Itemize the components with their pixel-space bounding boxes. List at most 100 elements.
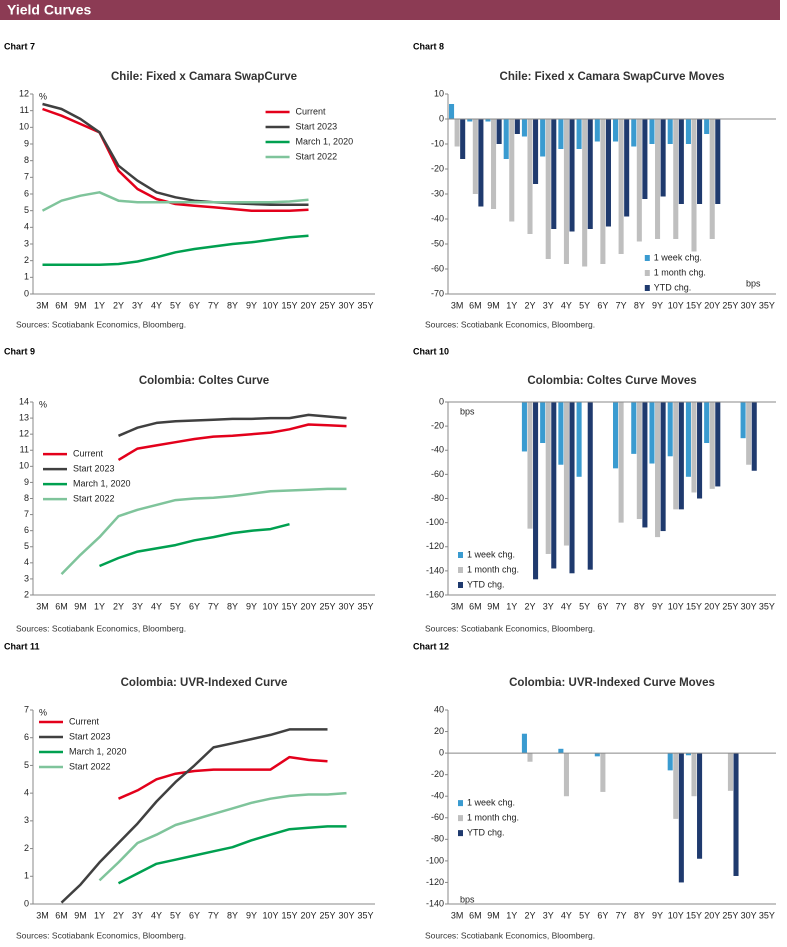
bar	[673, 402, 679, 510]
y-tick-label: 10	[19, 461, 29, 471]
y-tick-label: 4	[24, 788, 29, 798]
x-tick-label: 15Y	[686, 601, 702, 611]
x-tick-label: 6M	[55, 300, 68, 310]
legend-label: Start 2022	[73, 493, 115, 503]
x-tick-label: 4Y	[151, 300, 162, 310]
y-tick-label: -140	[426, 565, 444, 575]
bar	[697, 119, 703, 204]
y-tick-label: 1	[24, 871, 29, 881]
y-tick-label: 12	[19, 429, 29, 439]
x-tick-label: 2Y	[113, 601, 124, 611]
x-tick-label: 5Y	[170, 601, 181, 611]
y-tick-label: 7	[24, 172, 29, 182]
x-tick-label: 9Y	[652, 601, 663, 611]
legend-swatch	[458, 830, 463, 837]
bar	[678, 402, 684, 510]
bar	[478, 119, 484, 207]
legend-label: 1 month chg.	[467, 812, 519, 822]
bar	[576, 402, 582, 477]
y-tick-label: 7	[24, 509, 29, 519]
bar	[503, 119, 509, 159]
x-tick-label: 8Y	[227, 300, 238, 310]
x-tick-label: 35Y	[357, 300, 373, 310]
bar	[582, 119, 588, 267]
source: Sources: Scotiabank Economics, Bloomberg…	[16, 623, 186, 633]
y-tick-label: -30	[431, 188, 444, 198]
x-tick-label: 7Y	[208, 300, 219, 310]
source: Sources: Scotiabank Economics, Bloomberg…	[425, 930, 595, 940]
legend-swatch	[458, 552, 463, 558]
x-tick-label: 9Y	[652, 300, 663, 310]
y-tick-label: 2	[24, 843, 29, 853]
y-tick-label: -20	[431, 769, 444, 779]
y-tick-label: -120	[426, 541, 444, 551]
chart-title: Colombia: UVR-Indexed Curve	[121, 677, 288, 689]
bar	[673, 753, 679, 819]
x-tick-label: 2Y	[524, 300, 535, 310]
x-tick-label: 6M	[55, 601, 68, 611]
bar	[642, 119, 648, 199]
bar	[727, 753, 733, 791]
x-tick-label: 1Y	[94, 910, 105, 920]
x-tick-label: 7Y	[208, 601, 219, 611]
y-tick-label: -20	[431, 421, 444, 431]
x-tick-label: 15Y	[686, 910, 702, 920]
x-tick-label: 10Y	[262, 300, 278, 310]
y-tick-label: 0	[24, 898, 29, 908]
legend-swatch	[644, 255, 650, 261]
bar	[496, 119, 502, 144]
bar	[540, 119, 546, 157]
y-tick-label: -40	[431, 445, 444, 455]
y-tick-label: 4	[24, 222, 29, 232]
x-tick-label: 6M	[55, 910, 68, 920]
x-tick-label: 25Y	[319, 910, 335, 920]
bar	[558, 402, 564, 465]
bar	[563, 753, 569, 797]
x-tick-label: 35Y	[357, 910, 373, 920]
bar	[667, 402, 673, 457]
x-tick-label: 1Y	[506, 601, 517, 611]
chart-label: Chart 7	[4, 41, 35, 51]
line-series	[42, 107, 309, 212]
bar	[709, 402, 715, 489]
x-tick-label: 3M	[36, 300, 49, 310]
bar	[655, 402, 661, 538]
y-tick-label: 5	[24, 541, 29, 551]
y-axis-label: bps	[746, 278, 761, 288]
x-tick-label: 2Y	[524, 601, 535, 611]
y-axis-label: bps	[460, 406, 475, 416]
x-tick-label: 9Y	[652, 910, 663, 920]
bar	[631, 402, 637, 454]
legend-label: Current	[296, 106, 327, 116]
x-tick-label: 3M	[36, 601, 49, 611]
x-tick-label: 9Y	[246, 601, 257, 611]
y-axis-label: %	[39, 91, 47, 101]
x-tick-label: 1Y	[506, 910, 517, 920]
x-tick-label: 5Y	[170, 300, 181, 310]
x-tick-label: 30Y	[338, 300, 354, 310]
y-tick-label: 9	[24, 477, 29, 487]
bar	[613, 402, 619, 469]
x-tick-label: 20Y	[300, 601, 316, 611]
x-tick-label: 2Y	[524, 910, 535, 920]
x-tick-label: 25Y	[319, 300, 335, 310]
bar	[715, 119, 721, 204]
bar	[704, 402, 710, 444]
y-tick-label: 8	[24, 493, 29, 503]
chart-title: Chile: Fixed x Camara SwapCurve	[111, 71, 297, 83]
chart-title: Colombia: Coltes Curve	[139, 375, 269, 387]
legend-swatch	[644, 270, 650, 276]
source: Sources: Scotiabank Economics, Bloomberg…	[425, 319, 595, 329]
line-series	[42, 102, 309, 207]
x-tick-label: 7Y	[616, 601, 627, 611]
x-tick-label: 4Y	[151, 910, 162, 920]
y-tick-label: 0	[24, 288, 29, 298]
y-tick-label: 1	[24, 272, 29, 282]
y-tick-label: 4	[24, 557, 29, 567]
y-axis-label: bps	[460, 894, 475, 904]
chart-title: Colombia: UVR-Indexed Curve Moves	[509, 677, 715, 689]
x-tick-label: 25Y	[722, 300, 738, 310]
x-tick-label: 3M	[451, 601, 464, 611]
source: Sources: Scotiabank Economics, Bloomberg…	[425, 623, 595, 633]
y-tick-label: -100	[426, 855, 444, 865]
